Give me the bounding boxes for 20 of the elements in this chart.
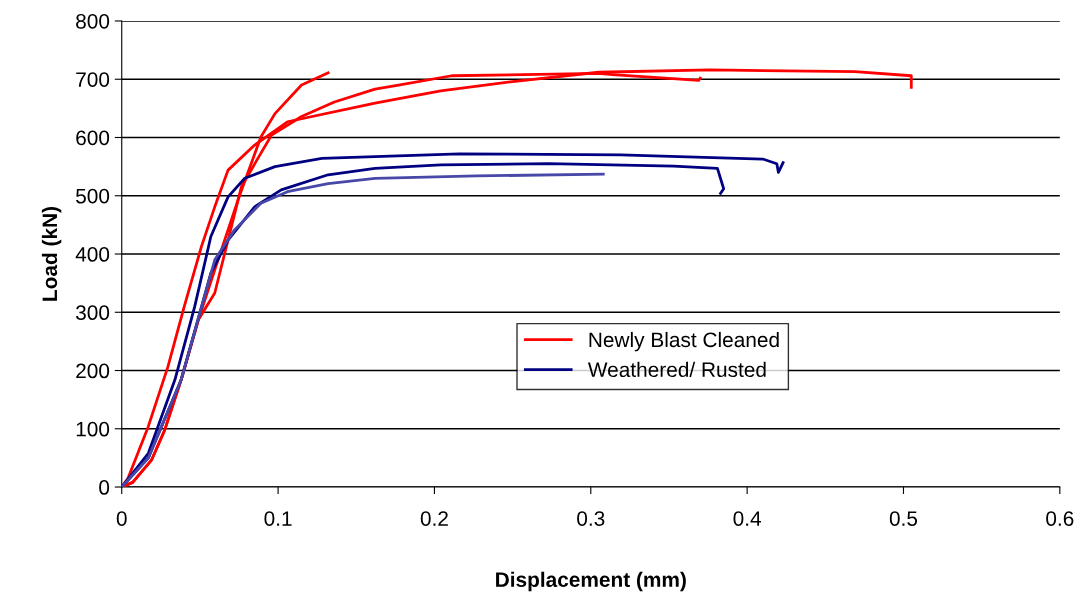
- y-tick-label: 200: [76, 363, 110, 379]
- y-tick-label: 600: [76, 130, 110, 146]
- y-tick-label: 700: [76, 72, 110, 87]
- x-tick-label: 0: [116, 511, 127, 526]
- y-tick-label: 800: [76, 13, 110, 29]
- x-tick-label: 0.5: [889, 511, 918, 526]
- y-axis-title: Load (kN): [41, 207, 62, 301]
- legend-label: Newly Blast Cleaned: [589, 331, 779, 352]
- y-tick-label: 0: [99, 480, 110, 495]
- x-tick-label: 0.3: [577, 511, 605, 526]
- x-tick-label: 0.6: [1046, 511, 1074, 526]
- x-tick-label: 0.1: [264, 511, 292, 526]
- y-tick-label: 300: [75, 305, 110, 321]
- x-axis-title: Displacement (mm): [496, 571, 686, 592]
- y-tick-label: 400: [75, 247, 110, 262]
- x-tick-label: 0.4: [733, 511, 761, 526]
- x-tick-label: 0.2: [420, 511, 448, 526]
- y-tick-label: 100: [76, 421, 110, 437]
- legend-label: Weathered/ Rusted: [587, 361, 766, 378]
- y-tick-label: 500: [76, 188, 110, 204]
